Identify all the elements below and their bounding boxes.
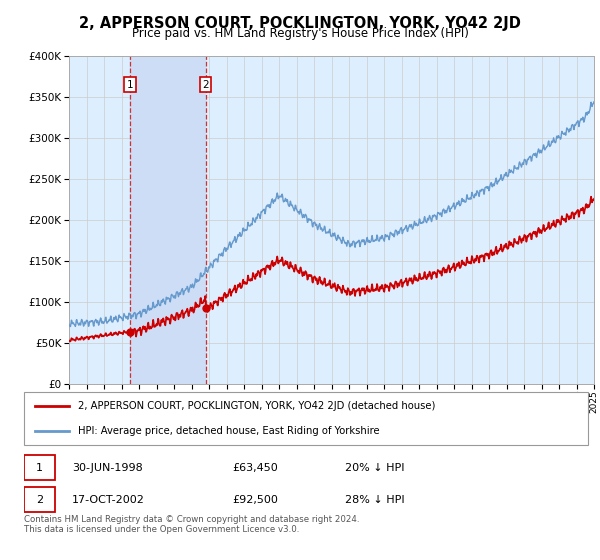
Text: 2, APPERSON COURT, POCKLINGTON, YORK, YO42 2JD (detached house): 2, APPERSON COURT, POCKLINGTON, YORK, YO… [77,402,435,412]
Text: £92,500: £92,500 [233,494,278,505]
Text: 2: 2 [36,494,43,505]
Text: £63,450: £63,450 [233,463,278,473]
FancyBboxPatch shape [24,392,588,445]
FancyBboxPatch shape [24,455,55,480]
Text: 1: 1 [127,80,134,90]
Text: Price paid vs. HM Land Registry's House Price Index (HPI): Price paid vs. HM Land Registry's House … [131,27,469,40]
Bar [130,56,205,384]
Text: 2, APPERSON COURT, POCKLINGTON, YORK, YO42 2JD: 2, APPERSON COURT, POCKLINGTON, YORK, YO… [79,16,521,31]
Text: 17-OCT-2002: 17-OCT-2002 [72,494,145,505]
Text: Contains HM Land Registry data © Crown copyright and database right 2024.
This d: Contains HM Land Registry data © Crown c… [24,515,359,534]
Text: 30-JUN-1998: 30-JUN-1998 [72,463,143,473]
Text: 1: 1 [36,463,43,473]
Text: HPI: Average price, detached house, East Riding of Yorkshire: HPI: Average price, detached house, East… [77,426,379,436]
FancyBboxPatch shape [24,487,55,512]
Text: 2: 2 [202,80,209,90]
Text: 20% ↓ HPI: 20% ↓ HPI [346,463,405,473]
Text: 28% ↓ HPI: 28% ↓ HPI [346,494,405,505]
